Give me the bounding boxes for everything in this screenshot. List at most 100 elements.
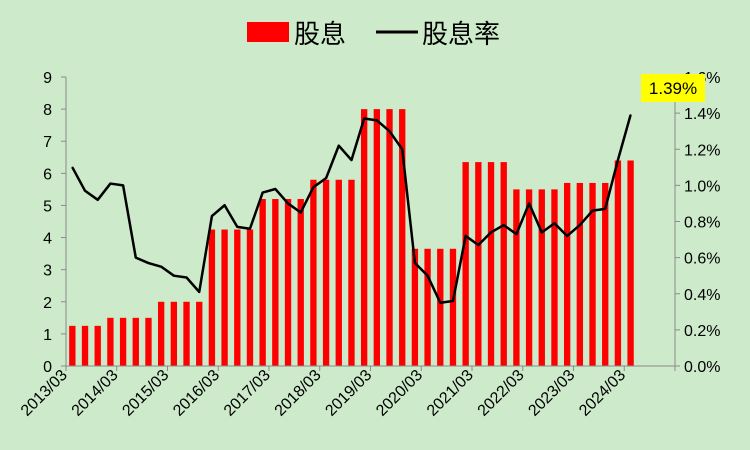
left-tick-label: 4 <box>43 231 52 248</box>
left-tick-label: 3 <box>43 263 52 280</box>
line-point <box>401 148 404 151</box>
x-tick-label: 2022/03 <box>475 367 528 420</box>
line-point <box>299 211 302 214</box>
line-point <box>211 215 213 217</box>
bar <box>119 317 127 366</box>
callout-box <box>641 74 705 102</box>
bar <box>386 109 393 367</box>
right-tick-label: 0.4% <box>684 287 720 304</box>
line-point <box>528 202 530 205</box>
line-point <box>173 274 175 277</box>
line-point <box>502 224 505 226</box>
line-point <box>363 117 365 120</box>
x-tick-label: 2014/03 <box>69 367 122 420</box>
bar <box>234 229 241 366</box>
line-point <box>617 159 619 161</box>
left-tick-label: 0 <box>43 359 52 376</box>
x-tick-label: 2016/03 <box>170 367 223 420</box>
bar <box>69 325 76 366</box>
line-point <box>312 186 315 188</box>
right-tick-label: 1.2% <box>684 142 720 159</box>
right-tick-label: 0.8% <box>684 215 720 232</box>
line-point <box>160 265 162 268</box>
x-tick-label: 2018/03 <box>272 367 325 420</box>
line-point <box>477 244 480 246</box>
line-point <box>426 274 429 277</box>
x-tick-label: 2020/03 <box>373 367 426 420</box>
bar <box>157 301 165 366</box>
line-point <box>604 208 607 210</box>
x-tick-label: 2019/03 <box>322 367 375 420</box>
line-point <box>350 159 353 161</box>
left-tick-label: 2 <box>43 295 52 312</box>
x-tick-label: 2021/03 <box>424 367 477 420</box>
line-point <box>236 226 239 228</box>
left-tick-label: 7 <box>43 134 52 151</box>
bar <box>627 160 634 366</box>
bar <box>360 109 368 367</box>
bar <box>614 160 622 366</box>
bar <box>589 182 596 366</box>
callout-label: 1.39% <box>649 79 697 98</box>
bar <box>399 109 406 367</box>
line-series <box>71 114 632 305</box>
bar <box>602 182 609 366</box>
bar <box>94 325 101 366</box>
bar <box>284 199 292 366</box>
x-tick-label: 2023/03 <box>525 367 578 420</box>
line-point <box>439 301 442 304</box>
legend-bar-swatch <box>247 22 289 42</box>
line-point <box>591 209 594 212</box>
line-point <box>464 235 467 237</box>
bar <box>462 162 469 366</box>
line-point <box>325 177 327 179</box>
legend-line-label: 股息率 <box>422 20 500 50</box>
bar <box>272 199 279 366</box>
right-tick-label: 0.0% <box>684 359 720 376</box>
line-point <box>122 184 124 187</box>
right-tick-label: 1.0% <box>684 178 720 195</box>
line-point <box>198 291 201 293</box>
left-tick-label: 6 <box>43 166 52 183</box>
bar <box>107 317 114 366</box>
x-tick-label: 2017/03 <box>221 367 274 420</box>
right-tick-label: 0.6% <box>684 251 720 268</box>
right-tick-label: 0.2% <box>684 323 720 340</box>
bar <box>335 179 342 366</box>
bar <box>246 229 254 366</box>
bar <box>525 189 533 366</box>
x-tick-label: 2024/03 <box>576 367 629 420</box>
line-point <box>540 231 543 234</box>
bar <box>259 199 266 366</box>
bar <box>449 248 457 366</box>
left-tick-label: 1 <box>43 327 52 344</box>
line-point <box>249 227 251 230</box>
bar <box>196 301 203 366</box>
bar <box>81 325 89 366</box>
bar <box>348 179 355 366</box>
x-tick-label: 2015/03 <box>119 367 172 420</box>
line-point <box>388 130 391 132</box>
bar <box>437 248 444 366</box>
bar <box>563 182 571 366</box>
line-point <box>71 166 74 169</box>
line-point <box>579 224 581 226</box>
line-point <box>261 191 264 194</box>
line-point <box>287 202 289 205</box>
bar <box>310 179 317 366</box>
bar-series <box>69 109 634 367</box>
bar <box>487 162 495 366</box>
bar <box>475 162 482 366</box>
bar <box>424 248 431 366</box>
bar <box>373 109 381 367</box>
line-point <box>223 204 226 207</box>
bar <box>576 182 584 366</box>
line-point <box>274 188 277 190</box>
bar <box>538 189 545 366</box>
bar <box>322 179 330 366</box>
line-point <box>452 300 454 302</box>
left-tick-label: 5 <box>43 198 52 215</box>
line-point <box>109 182 112 185</box>
bar <box>411 248 419 366</box>
